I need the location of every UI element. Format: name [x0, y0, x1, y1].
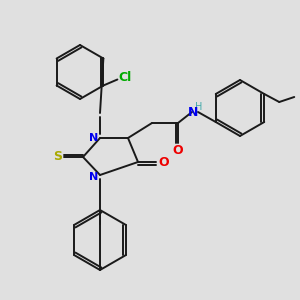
- Text: H: H: [195, 102, 203, 112]
- Text: Cl: Cl: [119, 71, 132, 84]
- Text: N: N: [89, 133, 99, 143]
- Text: N: N: [188, 106, 198, 119]
- Text: O: O: [173, 145, 183, 158]
- Text: O: O: [159, 155, 169, 169]
- Text: S: S: [53, 151, 62, 164]
- Text: N: N: [89, 172, 99, 182]
